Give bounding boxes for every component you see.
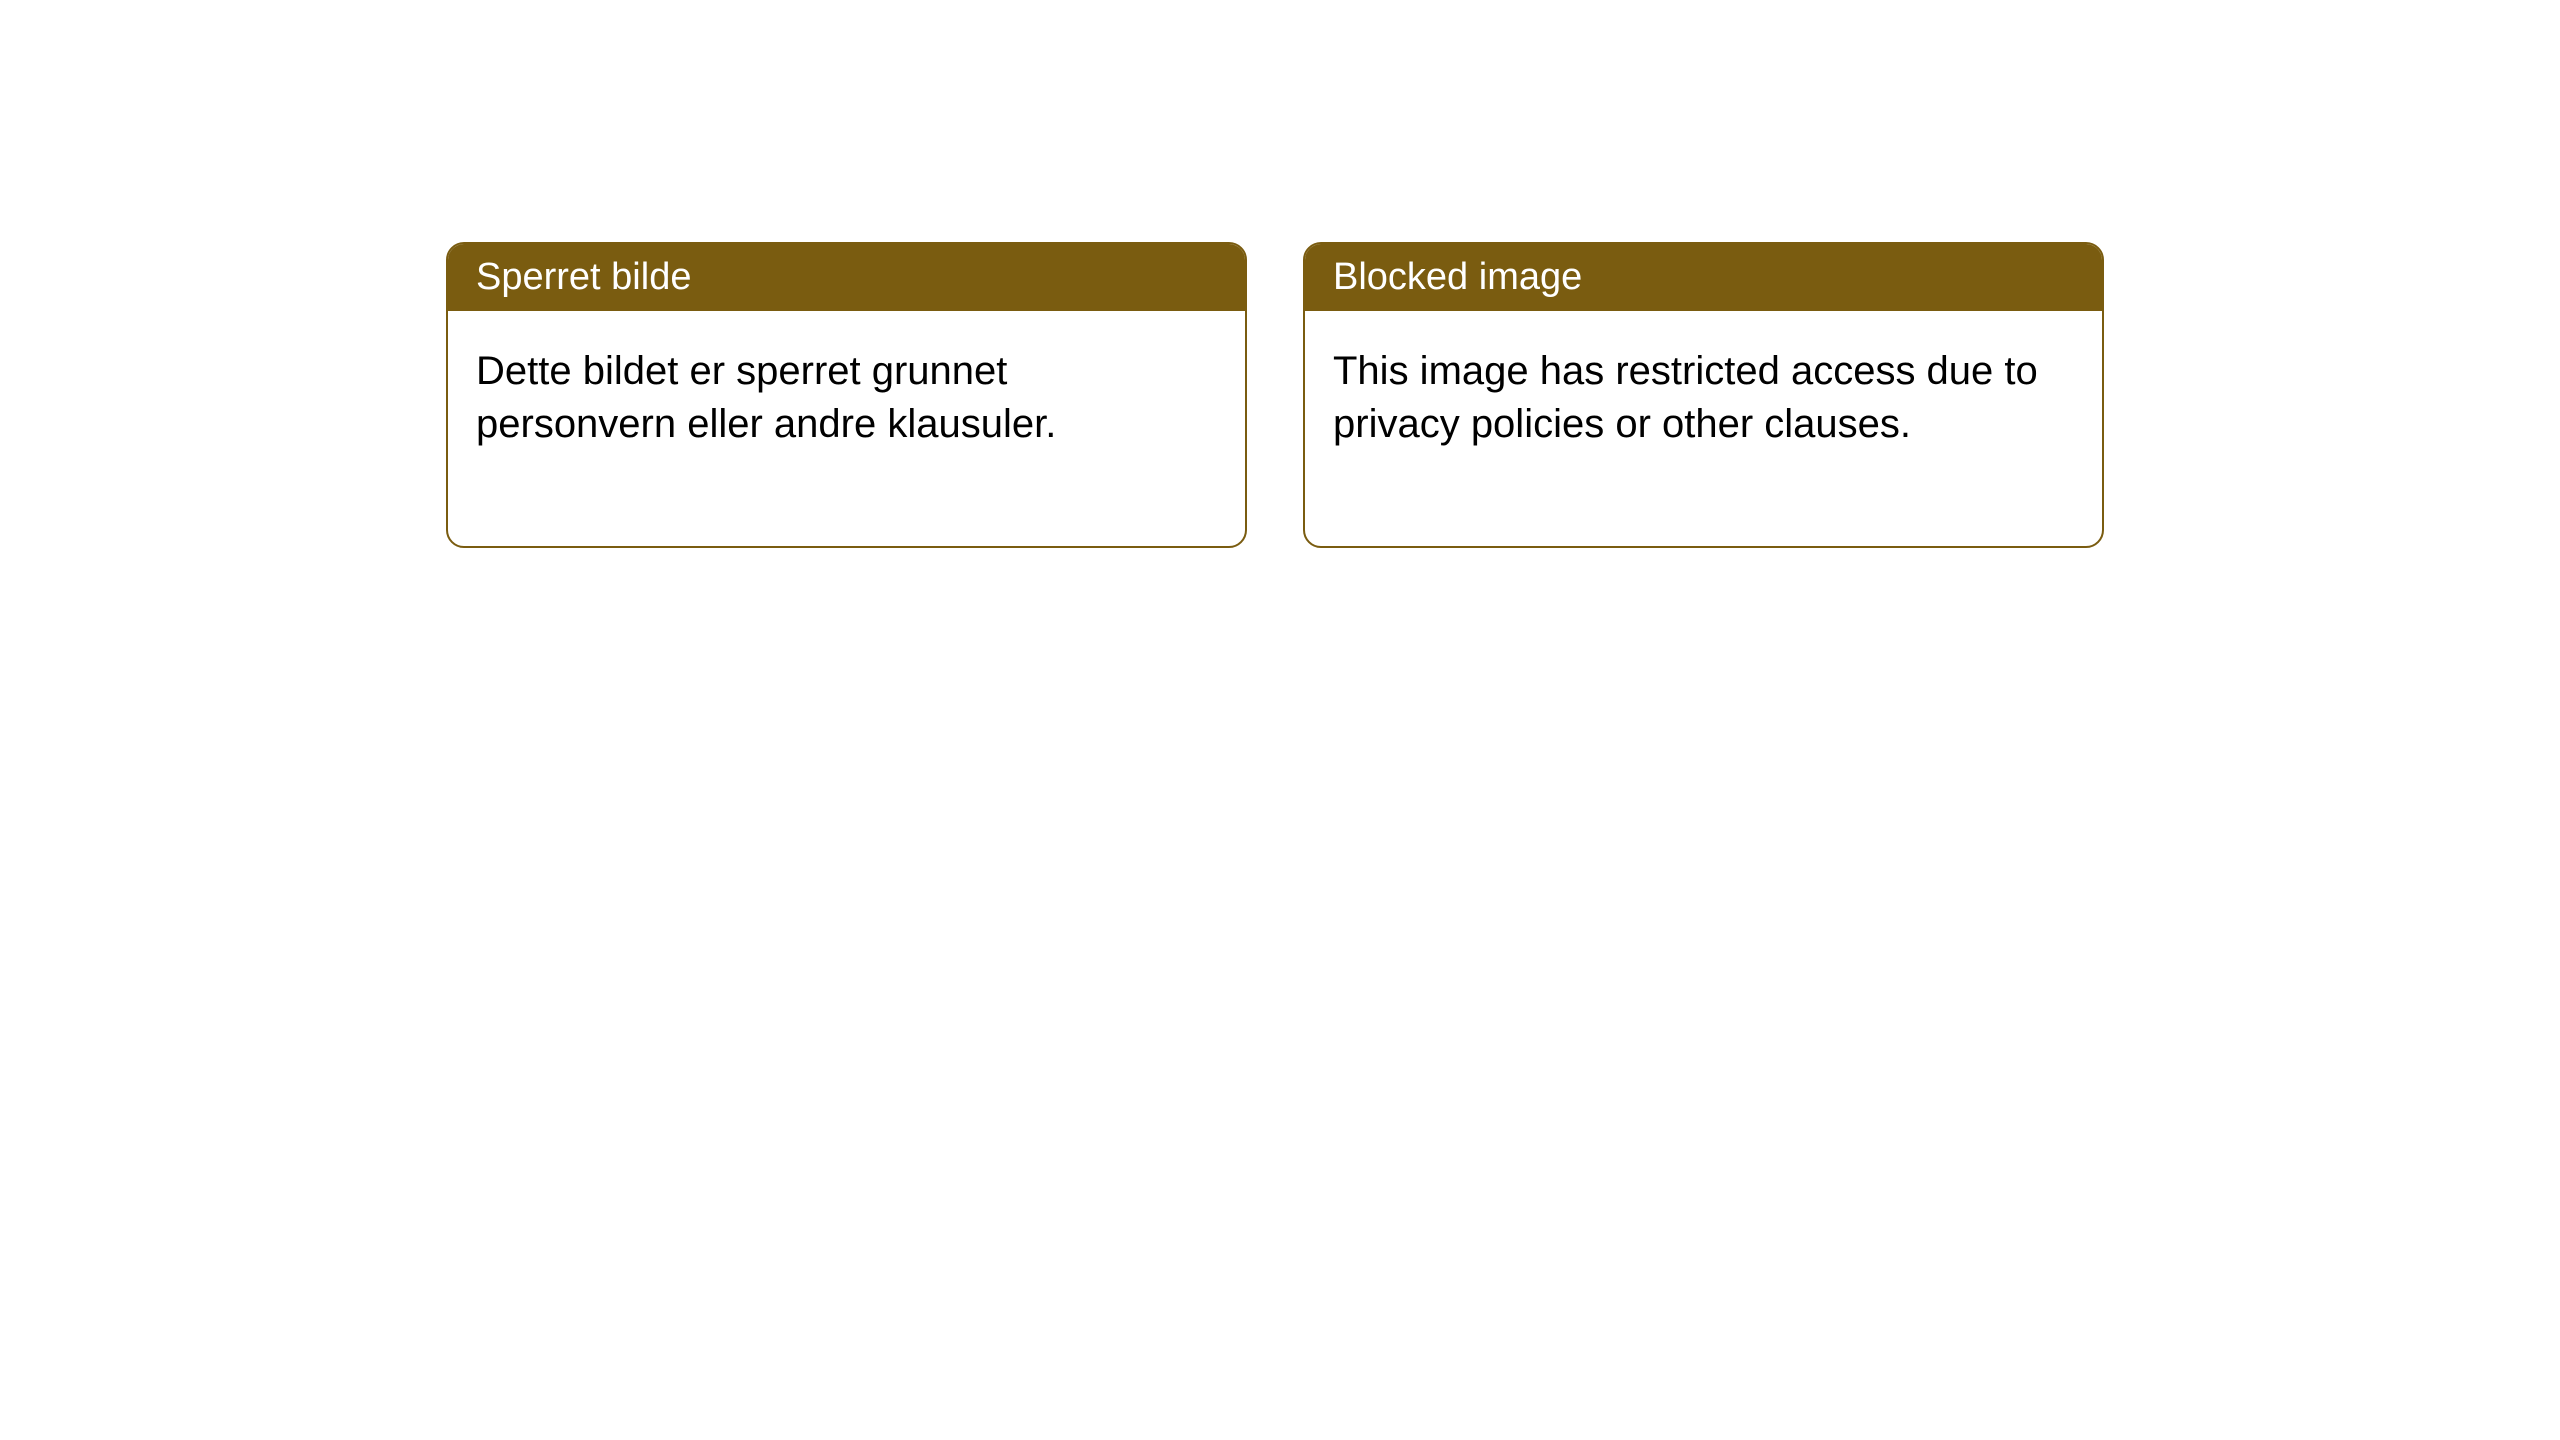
notice-card-norwegian: Sperret bilde Dette bildet er sperret gr… (446, 242, 1247, 548)
notice-card-title: Blocked image (1305, 244, 2102, 311)
notice-card-body: Dette bildet er sperret grunnet personve… (448, 311, 1245, 546)
notice-card-english: Blocked image This image has restricted … (1303, 242, 2104, 548)
notice-card-body: This image has restricted access due to … (1305, 311, 2102, 546)
notice-card-container: Sperret bilde Dette bildet er sperret gr… (446, 242, 2104, 548)
notice-card-title: Sperret bilde (448, 244, 1245, 311)
